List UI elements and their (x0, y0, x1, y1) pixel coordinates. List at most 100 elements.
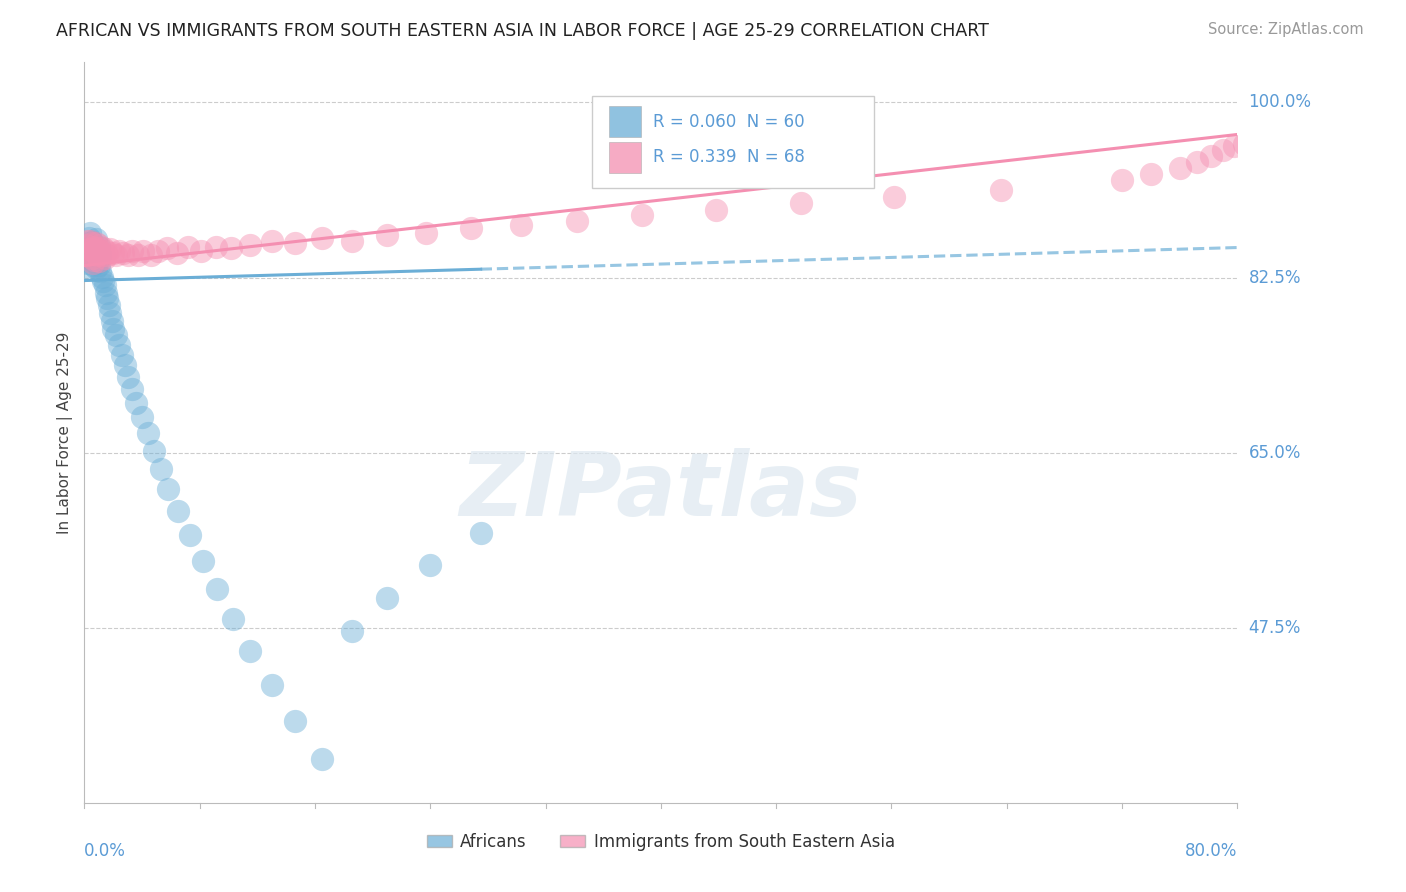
Point (105, 327, 128, 342)
FancyBboxPatch shape (592, 95, 875, 188)
Point (121, 244, 143, 258)
Point (149, 461, 172, 475)
Point (97, 297, 120, 311)
Text: 80.0%: 80.0% (1185, 842, 1237, 860)
Point (86, 245, 108, 260)
Point (89, 244, 111, 258)
Point (82, 258, 104, 272)
Point (510, 218, 533, 232)
Text: AFRICAN VS IMMIGRANTS FROM SOUTH EASTERN ASIA IN LABOR FORCE | AGE 25-29 CORRELA: AFRICAN VS IMMIGRANTS FROM SOUTH EASTERN… (56, 22, 988, 40)
Point (239, 644, 262, 658)
Point (117, 247, 139, 261)
Point (342, 234, 364, 248)
Point (77, 245, 100, 260)
Point (1261, 131, 1284, 145)
Point (80, 235, 103, 250)
Point (82, 239, 104, 253)
Point (96, 247, 118, 261)
Point (90, 269, 112, 284)
Point (1140, 168, 1163, 182)
Point (704, 202, 727, 217)
Point (131, 409, 153, 424)
Point (415, 226, 437, 240)
Legend: Africans, Immigrants from South Eastern Asia: Africans, Immigrants from South Eastern … (420, 826, 901, 857)
Point (79, 226, 101, 240)
Point (89, 247, 111, 261)
Point (108, 337, 131, 351)
Point (94, 285, 117, 300)
Point (87, 237, 110, 252)
Point (93, 251, 115, 265)
Point (79, 251, 101, 265)
Point (91, 240, 114, 255)
Point (80, 235, 103, 249)
Point (375, 591, 398, 605)
Point (103, 245, 124, 260)
Point (1201, 149, 1223, 163)
Point (567, 213, 589, 227)
Y-axis label: In Labor Force | Age 25-29: In Labor Force | Age 25-29 (58, 332, 73, 533)
Text: R = 0.339  N = 68: R = 0.339 N = 68 (652, 148, 804, 166)
Point (84, 260, 107, 275)
Point (1111, 173, 1133, 187)
Point (1223, 139, 1246, 153)
Point (139, 247, 162, 261)
Point (1233, 137, 1256, 152)
Point (112, 245, 135, 260)
Point (96, 291, 118, 305)
Point (77, 230, 100, 244)
Point (204, 239, 226, 253)
Point (111, 348, 134, 362)
Point (311, 230, 333, 244)
Text: R = 0.060  N = 60: R = 0.060 N = 60 (652, 112, 804, 130)
Point (260, 678, 283, 692)
Point (84, 231, 107, 245)
Text: 0.0%: 0.0% (84, 842, 127, 860)
Text: Source: ZipAtlas.com: Source: ZipAtlas.com (1208, 22, 1364, 37)
Point (84, 245, 107, 260)
Point (1185, 155, 1208, 169)
Point (89, 263, 111, 277)
Point (77, 242, 100, 256)
Point (177, 239, 200, 253)
Point (83, 238, 105, 252)
Point (127, 247, 149, 261)
Point (82, 247, 104, 261)
Text: 47.5%: 47.5% (1249, 619, 1301, 637)
Point (789, 195, 811, 210)
Point (1212, 144, 1234, 158)
Point (1270, 129, 1292, 144)
Point (260, 234, 283, 248)
Point (1168, 161, 1191, 176)
Point (883, 189, 905, 203)
Point (284, 714, 307, 728)
Point (94, 244, 117, 258)
Point (990, 182, 1012, 196)
Text: 100.0%: 100.0% (1249, 94, 1312, 112)
Point (91, 274, 114, 288)
Point (98, 242, 121, 256)
Text: 65.0%: 65.0% (1249, 443, 1301, 462)
Point (103, 321, 124, 335)
Point (86, 255, 108, 269)
Point (108, 244, 131, 258)
Point (221, 240, 243, 255)
Point (77, 260, 100, 275)
Point (76, 235, 98, 250)
Point (83, 252, 105, 267)
Point (82, 255, 104, 269)
Point (80, 251, 103, 265)
Point (75, 240, 97, 255)
Point (155, 240, 177, 255)
Point (121, 382, 143, 396)
Point (87, 258, 110, 272)
Point (136, 425, 159, 440)
Point (342, 624, 364, 638)
Point (146, 244, 169, 258)
Point (191, 554, 214, 568)
Point (76, 234, 98, 248)
Point (631, 207, 654, 221)
Point (75, 237, 97, 252)
Point (100, 313, 122, 327)
Point (84, 250, 107, 264)
